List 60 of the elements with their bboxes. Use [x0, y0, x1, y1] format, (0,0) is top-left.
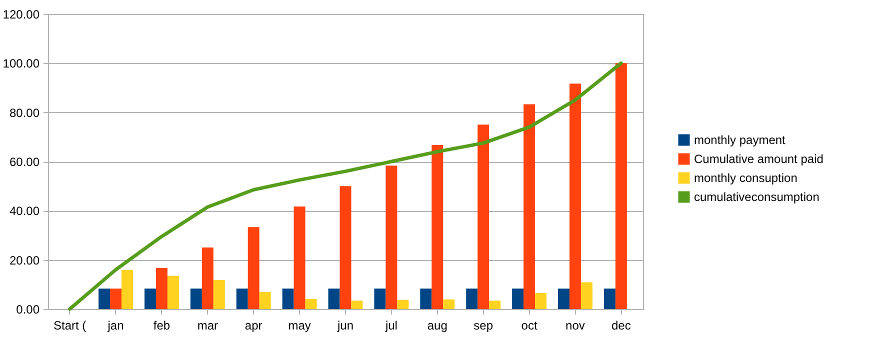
bar — [386, 166, 398, 309]
bar — [478, 124, 490, 309]
bar — [202, 248, 214, 309]
bar — [305, 298, 317, 309]
line-series — [68, 61, 623, 311]
x-tick-label: feb — [153, 318, 170, 332]
bar — [615, 63, 627, 309]
bar — [144, 288, 156, 309]
bar — [259, 292, 271, 309]
bar — [190, 288, 202, 309]
bar — [432, 145, 444, 309]
x-tick-label: nov — [566, 318, 585, 332]
bar — [167, 276, 179, 309]
bar — [294, 206, 306, 309]
x-tick-label: sep — [474, 318, 494, 332]
legend-label: monthly payment — [694, 133, 786, 147]
bar — [122, 270, 133, 309]
legend-label: monthly consuption — [694, 171, 798, 185]
bar — [420, 288, 432, 309]
x-tick-label: apr — [244, 318, 262, 332]
bar — [535, 293, 547, 309]
x-tick-label: oct — [521, 318, 538, 332]
x-tick-label: may — [288, 318, 311, 332]
x-tick-label: Start ( — [53, 318, 86, 332]
bar — [604, 288, 616, 309]
bar — [489, 300, 501, 309]
bar — [351, 300, 363, 309]
bar — [236, 288, 248, 309]
bar — [558, 288, 570, 309]
bar — [282, 288, 294, 309]
bar — [466, 288, 478, 309]
bar — [397, 300, 409, 309]
y-tick-label: 40.00 — [9, 204, 40, 218]
x-tick-label: jan — [106, 318, 124, 332]
y-tick-label: 20.00 — [9, 253, 40, 268]
legend-label: cumulativeconsumption — [694, 190, 820, 204]
bar — [328, 288, 340, 309]
bar — [340, 186, 352, 309]
bar — [569, 84, 581, 309]
x-tick-label: jun — [336, 318, 354, 332]
x-tick-label: aug — [427, 318, 448, 332]
x-tick-label: mar — [197, 318, 218, 332]
bar — [98, 288, 110, 309]
x-tick-label: jul — [384, 318, 398, 332]
bar — [524, 104, 536, 309]
bar — [580, 282, 592, 309]
bar — [213, 280, 225, 309]
legend-label: Cumulative amount paid — [694, 152, 824, 166]
y-tick-label: 60.00 — [9, 155, 40, 169]
y-tick-label: 80.00 — [9, 106, 40, 120]
y-tick-label: 120.00 — [2, 8, 40, 22]
y-tick-label: 0.00 — [16, 302, 40, 316]
bar — [248, 227, 260, 309]
y-tick-label: 100.00 — [2, 56, 40, 71]
bar — [374, 288, 386, 309]
bar — [156, 268, 168, 309]
bar — [512, 288, 524, 309]
bar — [110, 288, 122, 309]
x-tick-label: dec — [611, 318, 631, 332]
bar — [443, 299, 455, 309]
